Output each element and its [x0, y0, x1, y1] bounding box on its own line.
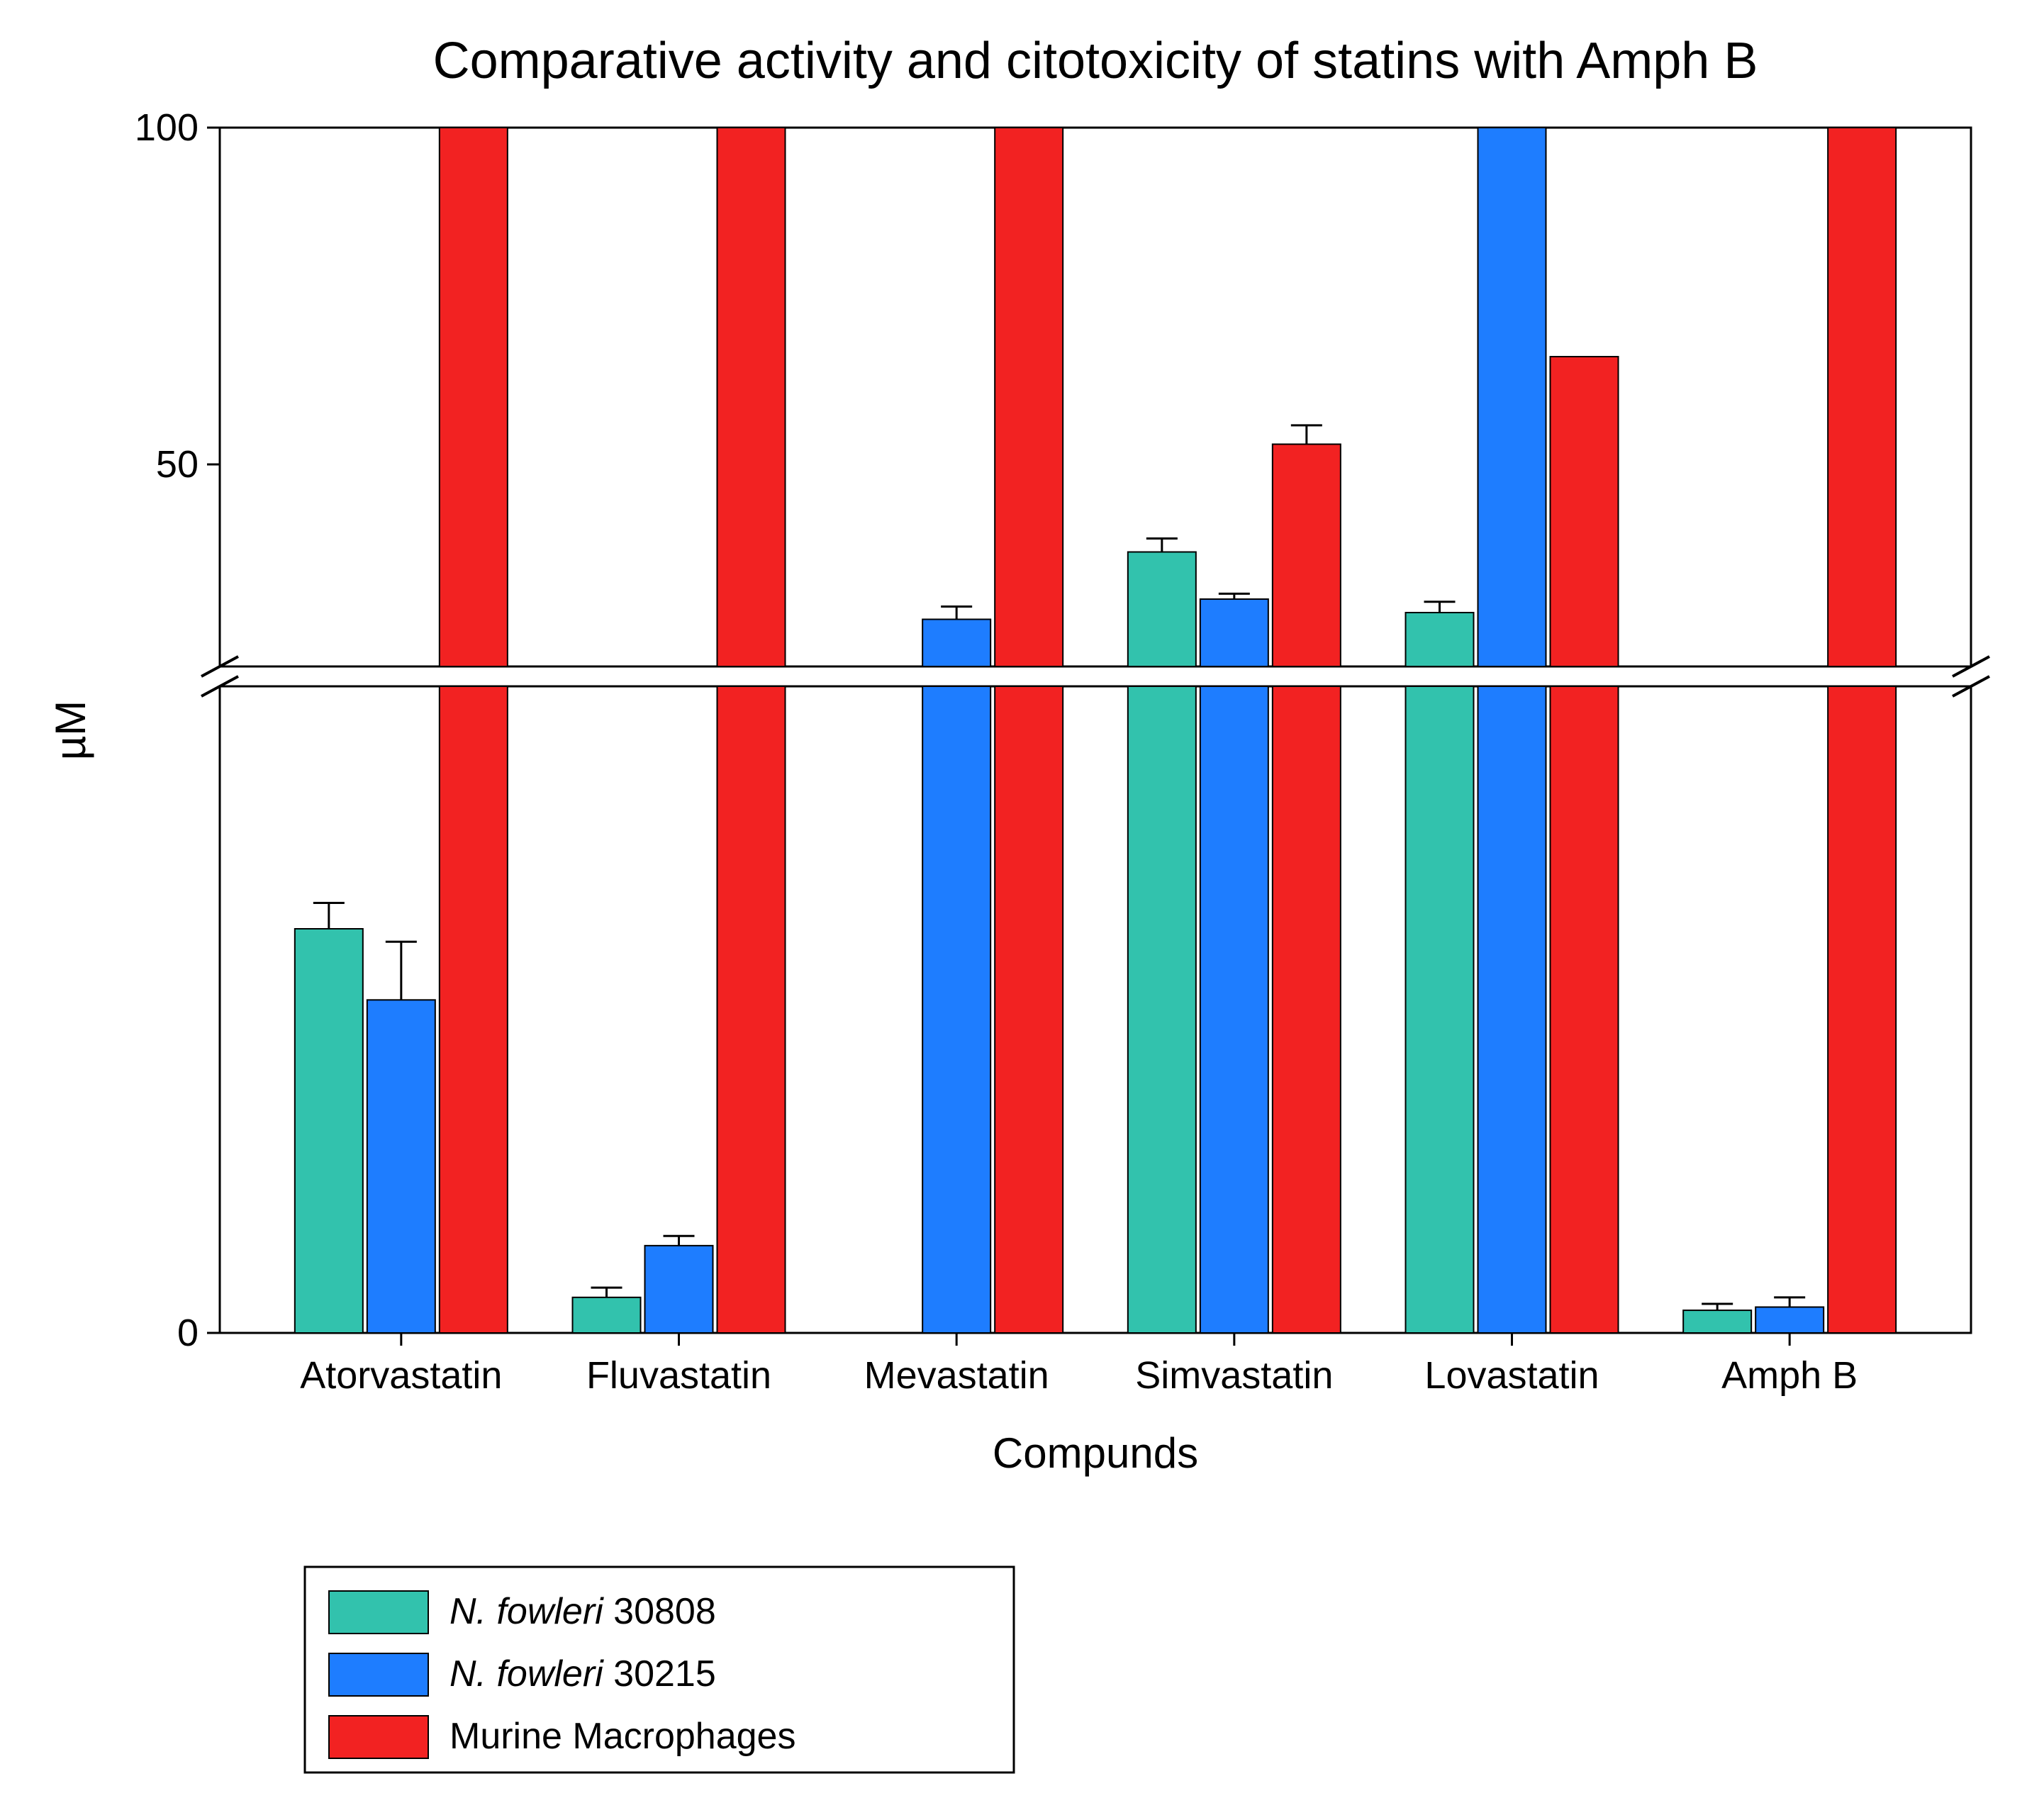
y-tick-label: 50 [156, 443, 199, 486]
x-axis-label: Compunds [993, 1429, 1198, 1477]
bar-upper-segment [1200, 599, 1268, 666]
legend-label: Murine Macrophages [449, 1716, 795, 1757]
chart-title: Comparative activity and citotoxicity of… [433, 33, 1758, 89]
bar-lower-segment [922, 686, 990, 1333]
bar-upper-segment [440, 128, 508, 666]
y-axis-label: µM [47, 700, 94, 761]
bar-upper-segment [922, 620, 990, 667]
bar-upper-segment [1478, 128, 1546, 666]
y-tick-label: 100 [135, 106, 199, 149]
bar-lower-segment [1273, 686, 1341, 1333]
y-tick-label: 0 [177, 1312, 199, 1354]
bar [645, 1246, 713, 1333]
bar-lower-segment [1551, 686, 1619, 1333]
bar-lower-segment [1128, 686, 1196, 1333]
bar-lower-segment [717, 686, 786, 1333]
bar-lower-segment [1406, 686, 1474, 1333]
legend-swatch [329, 1716, 428, 1758]
bar-upper-segment [1406, 613, 1474, 666]
x-tick-label: Atorvastatin [300, 1354, 502, 1397]
bar [1683, 1310, 1751, 1333]
broken-axis-bar-chart: Comparative activity and citotoxicity of… [0, 0, 2027, 1820]
bar-upper-segment [1273, 445, 1341, 667]
x-tick-label: Mevastatin [864, 1354, 1049, 1397]
bar [573, 1297, 641, 1333]
bar-upper-segment [1828, 128, 1896, 666]
bar-lower-segment [440, 686, 508, 1333]
bar-lower-segment [1200, 686, 1268, 1333]
bar-upper-segment [717, 128, 786, 666]
legend-label: N. fowleri 30215 [449, 1653, 716, 1695]
bar [295, 929, 363, 1333]
bar-upper-segment [1551, 357, 1619, 666]
x-tick-label: Lovastatin [1424, 1354, 1599, 1397]
bar-upper-segment [995, 128, 1063, 666]
bar-lower-segment [995, 686, 1063, 1333]
x-tick-label: Amph B [1721, 1354, 1858, 1397]
bar [367, 1000, 435, 1333]
bar-lower-segment [1828, 686, 1896, 1333]
x-tick-label: Simvastatin [1135, 1354, 1333, 1397]
bar-upper-segment [1128, 552, 1196, 667]
bar-lower-segment [1478, 686, 1546, 1333]
x-tick-label: Fluvastatin [586, 1354, 771, 1397]
bar [1755, 1307, 1824, 1333]
legend-swatch [329, 1653, 428, 1696]
legend-label: N. fowleri 30808 [449, 1591, 716, 1632]
legend-swatch [329, 1591, 428, 1634]
